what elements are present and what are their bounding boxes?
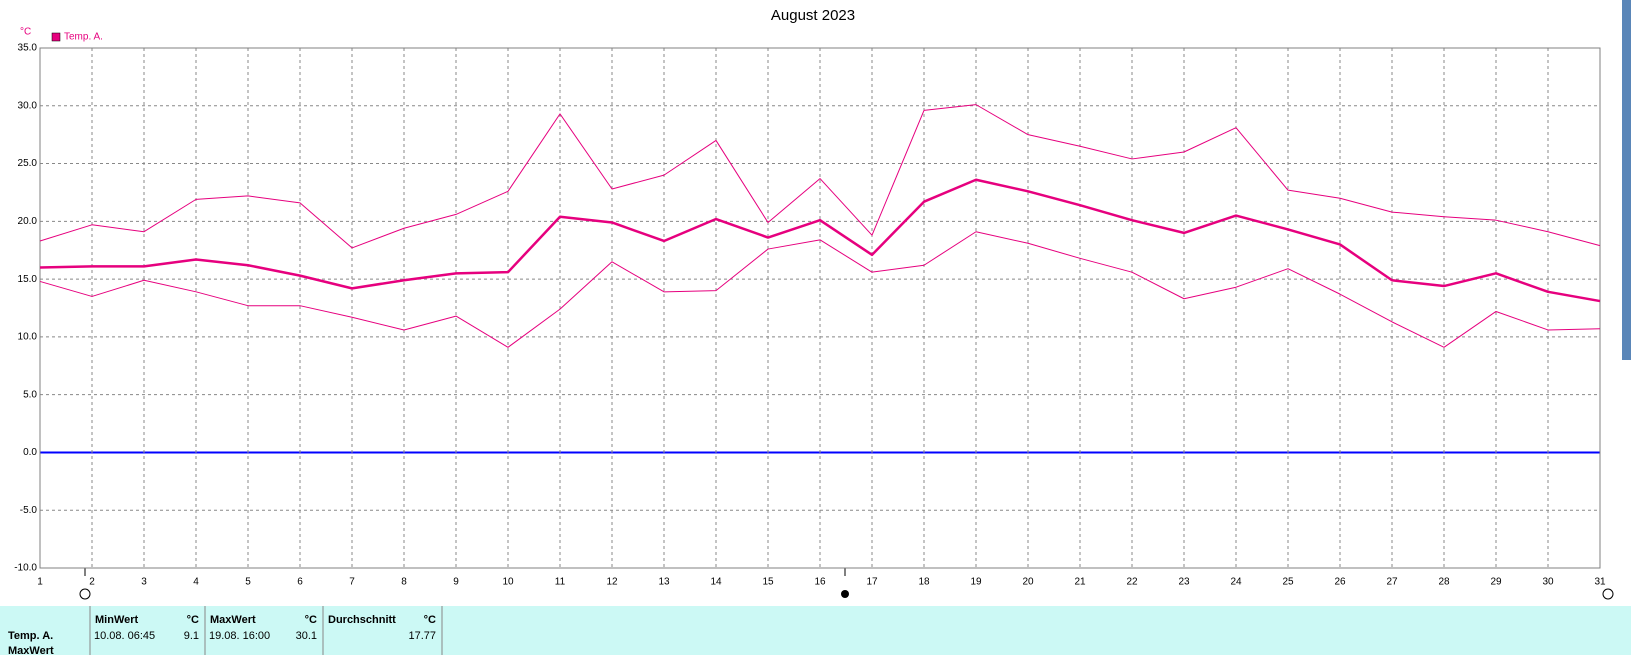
row-label: Temp. A.: [8, 630, 53, 642]
column-unit: °C: [187, 614, 199, 626]
moon-full: [1602, 588, 1614, 600]
y-tick-label: 10.0: [18, 332, 38, 343]
y-tick-label: 30.0: [18, 100, 38, 111]
legend-swatch: [51, 32, 61, 42]
x-tick-label: 14: [710, 577, 722, 588]
plot-border: [39, 47, 1601, 569]
x-tick-label: 15: [762, 577, 774, 588]
x-tick-label: 2: [89, 577, 95, 588]
column-unit: °C: [305, 614, 317, 626]
legend-label: Temp. A.: [64, 32, 103, 43]
line-min: [39, 231, 1601, 348]
side-strip: [1622, 0, 1631, 360]
chart-title: August 2023: [771, 7, 855, 24]
x-tick-label: 1: [37, 577, 43, 588]
x-tick-label: 19: [970, 577, 982, 588]
table-cell: 19.08. 16:00: [209, 630, 270, 642]
x-tick-label: 12: [606, 577, 618, 588]
y-tick-label: -10.0: [14, 563, 37, 574]
y-tick-label: 15.0: [18, 274, 38, 285]
y-unit: °C: [20, 27, 31, 38]
y-tick-label: 5.0: [23, 389, 37, 400]
moon-full: [79, 588, 91, 600]
x-tick-label: 28: [1438, 577, 1450, 588]
x-tick-label: 9: [453, 577, 459, 588]
x-tick-label: 17: [866, 577, 878, 588]
x-tick-label: 13: [658, 577, 670, 588]
x-tick-label: 5: [245, 577, 251, 588]
x-tick-label: 7: [349, 577, 355, 588]
y-tick-label: -5.0: [20, 505, 38, 516]
column-title: MinWert: [95, 614, 139, 626]
x-tick-label: 25: [1282, 577, 1294, 588]
y-tick-label: 20.0: [18, 216, 38, 227]
x-tick-label: 8: [401, 577, 407, 588]
x-tick-label: 22: [1126, 577, 1138, 588]
line-values: [39, 178, 1601, 303]
line-max: [39, 104, 1601, 249]
column-unit: °C: [424, 614, 436, 626]
x-tick-label: 11: [555, 577, 566, 588]
table-cell: 17.77: [408, 630, 436, 642]
x-tick-label: 6: [297, 577, 303, 588]
column-title: MaxWert: [210, 614, 256, 626]
x-tick-label: 20: [1022, 577, 1034, 588]
y-tick-label: 25.0: [18, 158, 38, 169]
y-tick-label: 35.0: [18, 43, 38, 54]
x-tick-label: 24: [1230, 577, 1242, 588]
x-tick-label: 16: [814, 577, 826, 588]
y-tick-label: 0.0: [23, 447, 37, 458]
table-cell: 30.1: [296, 630, 317, 642]
table-cell: 9.1: [184, 630, 199, 642]
table-cell: 10.08. 06:45: [94, 630, 155, 642]
x-tick-label: 26: [1334, 577, 1346, 588]
x-tick-label: 27: [1386, 577, 1398, 588]
row-label: MaxWert: [8, 645, 54, 655]
x-tick-label: 18: [918, 577, 930, 588]
x-tick-label: 29: [1490, 577, 1502, 588]
stats-bg: [0, 606, 1631, 655]
x-tick-label: 31: [1594, 577, 1606, 588]
moon-new: [841, 590, 849, 598]
x-tick-label: 10: [502, 577, 514, 588]
x-tick-label: 3: [141, 577, 147, 588]
x-tick-label: 23: [1178, 577, 1190, 588]
x-tick-label: 30: [1542, 577, 1554, 588]
x-tick-label: 4: [193, 577, 199, 588]
column-title: Durchschnitt: [328, 614, 396, 626]
x-tick-label: 21: [1074, 577, 1086, 588]
